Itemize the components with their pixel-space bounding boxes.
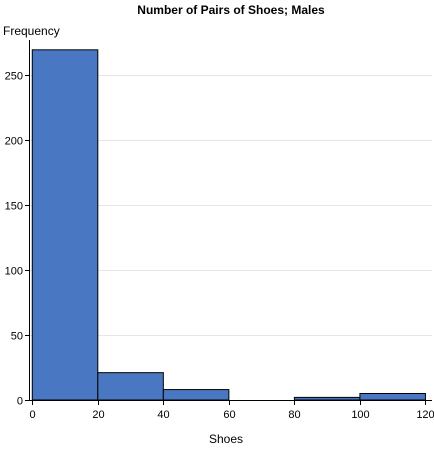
x-tick-label-4: 80 xyxy=(288,409,300,421)
bar-40-60 xyxy=(162,389,230,401)
bars xyxy=(31,49,426,401)
y-axis-label: Frequency xyxy=(3,24,60,38)
bar-80-100 xyxy=(293,396,361,401)
bar-100-120 xyxy=(359,392,426,401)
x-tick-label-5: 100 xyxy=(351,409,369,421)
x-tick-label-2: 40 xyxy=(157,409,169,421)
y-tick-label-2: 100 xyxy=(5,266,23,278)
y-tick-label-0: 0 xyxy=(17,396,23,408)
x-axis-label: Shoes xyxy=(209,432,243,446)
x-tick-label-0: 0 xyxy=(29,409,35,421)
bar-20-40 xyxy=(97,372,164,401)
chart-title: Number of Pairs of Shoes; Males xyxy=(137,3,325,17)
y-tick-label-4: 200 xyxy=(5,136,23,148)
bar-0-20 xyxy=(31,49,99,401)
x-tick-label-3: 60 xyxy=(223,409,235,421)
x-tick-label-6: 120 xyxy=(416,409,434,421)
axes xyxy=(25,40,432,405)
y-tick-label-3: 150 xyxy=(5,201,23,213)
x-tick-label-1: 20 xyxy=(92,409,104,421)
y-tick-label-5: 250 xyxy=(5,71,23,83)
y-tick-label-1: 50 xyxy=(11,331,23,343)
tick-labels: 0 50 100 150 200 250 0 20 40 60 80 100 120 xyxy=(5,71,434,422)
